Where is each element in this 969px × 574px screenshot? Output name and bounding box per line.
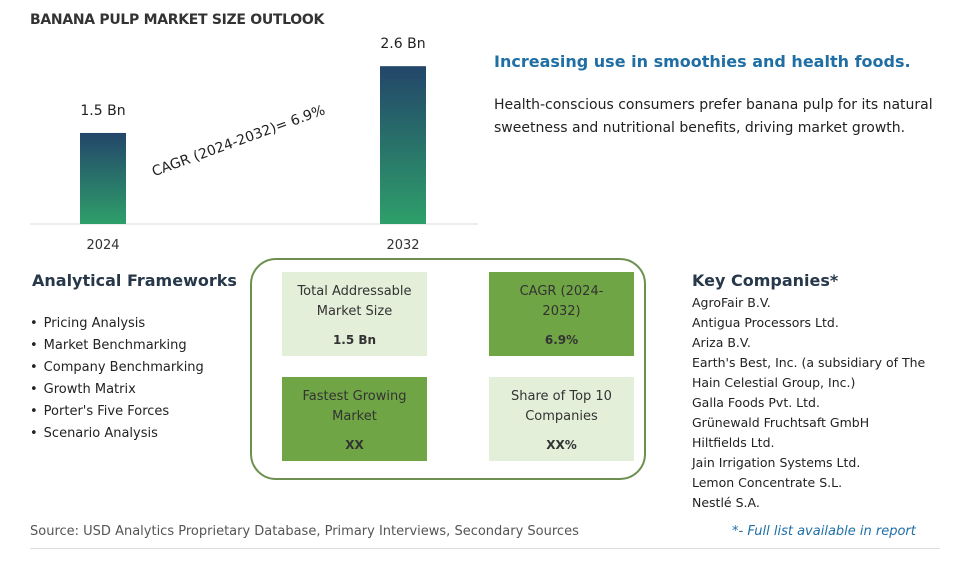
frameworks-list: Pricing AnalysisMarket BenchmarkingCompa… (30, 313, 204, 445)
company-item: Jain Irrigation Systems Ltd. (692, 455, 861, 470)
company-item: Lemon Concentrate S.L. (692, 475, 843, 490)
companies-title: Key Companies* (692, 271, 839, 290)
company-item: Nestlé S.A. (692, 495, 760, 510)
chart: CAGR (2024-2032)= 6.9% 1.5 Bn 2024 2.6 Bn 2… (30, 36, 478, 253)
summary-card: Fastest Growing Market XX (282, 377, 427, 461)
framework-item: Scenario Analysis (30, 423, 204, 445)
chart-title: BANANA PULP MARKET SIZE OUTLOOK (30, 12, 325, 28)
summary-frame (250, 258, 646, 480)
x-tick-label: 2024 (86, 238, 119, 253)
bar (380, 66, 426, 225)
note: *- Full list available in report (732, 524, 916, 539)
summary-card: Share of Top 10 Companies XX% (489, 377, 634, 461)
company-item: Hiltfields Ltd. (692, 435, 775, 450)
value-label: 2.6 Bn (380, 36, 425, 52)
rule (30, 548, 940, 549)
company-item: Earth's Best, Inc. (a subsidiary of The … (692, 355, 926, 390)
framework-item: Market Benchmarking (30, 335, 204, 357)
value-label: 1.5 Bn (80, 103, 125, 119)
companies-list: AgroFair B.V. Antigua Processors Ltd. Ariz… (692, 293, 932, 513)
card-label: Total Addressable Market Size (297, 284, 412, 319)
company-item: AgroFair B.V. (692, 295, 771, 310)
framework-item: Company Benchmarking (30, 357, 204, 379)
company-item: Ariza B.V. (692, 335, 751, 350)
bar (80, 132, 126, 224)
card-label: Share of Top 10 Companies (511, 389, 612, 424)
card-value: 6.9% (544, 333, 579, 347)
highlight-title: Increasing use in smoothies and health f… (494, 52, 911, 71)
card-value: XX% (546, 438, 577, 452)
company-item: Antigua Processors Ltd. (692, 315, 839, 330)
framework-item: Pricing Analysis (30, 313, 204, 335)
card-label: Fastest Growing Market (302, 389, 407, 424)
framework-item: Porter's Five Forces (30, 401, 204, 423)
x-tick-label: 2032 (386, 238, 419, 253)
framework-item: Growth Matrix (30, 379, 204, 401)
company-item: Grünewald Fruchtsaft GmbH (692, 415, 870, 430)
card-label: CAGR (2024-2032) (519, 284, 604, 319)
frameworks-title: Analytical Frameworks (32, 271, 237, 290)
company-item: Galla Foods Pvt. Ltd. (692, 395, 820, 410)
summary-card: Total Addressable Market Size 1.5 Bn (282, 272, 427, 356)
card-value: XX (345, 438, 364, 452)
summary-card: CAGR (2024-2032) 6.9% (489, 272, 634, 356)
annotation: CAGR (2024-2032)= 6.9% (150, 102, 328, 180)
source: Source: USD Analytics Proprietary Databa… (30, 524, 579, 539)
highlight-text: Health-conscious consumers prefer banana… (494, 97, 933, 136)
card-value: 1.5 Bn (332, 333, 377, 347)
